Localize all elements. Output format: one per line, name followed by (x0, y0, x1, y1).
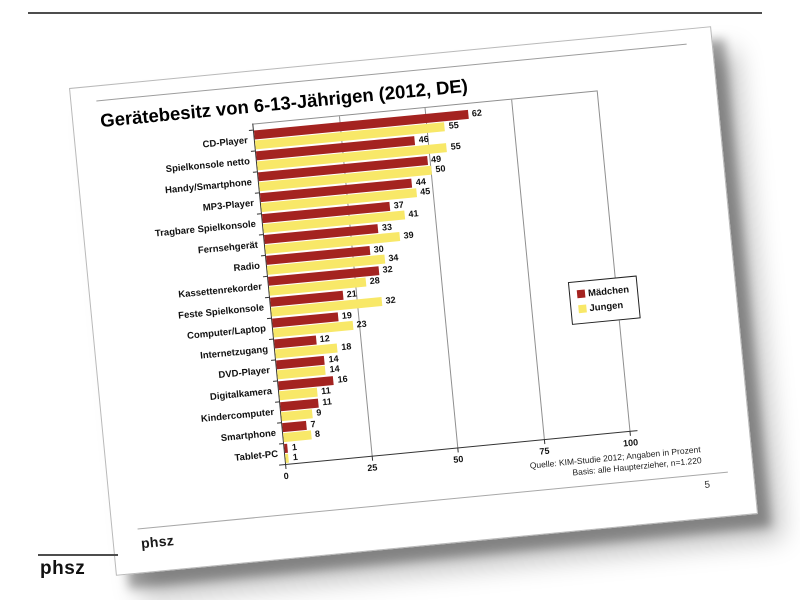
slide-page-number: 5 (703, 479, 711, 491)
bar-value: 30 (373, 243, 385, 255)
category-label: DVD-Player (217, 365, 271, 382)
bar-maedchen (284, 443, 289, 454)
page-top-rule (28, 12, 762, 14)
category-label: Feste Spielkonsole (177, 302, 265, 322)
bar-value: 45 (419, 185, 431, 197)
bar-value: 11 (321, 396, 333, 408)
bar-value: 1 (292, 451, 299, 463)
bar-value: 39 (403, 229, 415, 241)
page-bottom-rule (38, 554, 118, 556)
chart-legend: Mädchen Jungen (567, 275, 641, 325)
bar-chart: 0 25 50 75 100 CD-Player 62 55 Spielkonsole nett… (70, 27, 757, 574)
category-label: Internetzugang (199, 344, 269, 362)
category-label: Radio (233, 260, 261, 275)
bar-value: 12 (319, 333, 331, 345)
bar-value: 41 (408, 208, 419, 220)
gridline-50 (424, 107, 459, 448)
bar-value: 16 (337, 373, 348, 385)
category-label: Smartphone (220, 427, 277, 445)
bar-value: 37 (393, 199, 405, 211)
category-label: MP3-Player (202, 197, 255, 214)
x-tick-label: 0 (283, 470, 290, 482)
bar-value: 33 (381, 221, 393, 233)
bar-value: 62 (471, 107, 483, 119)
bar-value: 8 (314, 428, 321, 440)
bar-maedchen (280, 398, 319, 412)
page-brand-logo: phsz (40, 558, 86, 579)
bar-value: 50 (434, 163, 446, 175)
bar-value: 23 (356, 318, 368, 330)
bar-value: 28 (369, 275, 381, 287)
category-label: Spielkonsole netto (165, 156, 251, 176)
category-label: Digitalkamera (209, 386, 273, 403)
category-label: CD-Player (202, 135, 249, 151)
gridline-75 (510, 99, 545, 440)
bar-value: 34 (387, 252, 399, 264)
slide: Gerätebesitz von 6-13-Jährigen (2012, DE… (69, 26, 758, 576)
category-label: Kindercomputer (200, 406, 275, 425)
gridline-100 (596, 91, 631, 431)
bar-value: 46 (418, 133, 430, 145)
bar-value: 55 (450, 140, 462, 152)
category-label: Kassettenrekorder (177, 281, 263, 301)
bar-value: 55 (448, 119, 460, 131)
category-label: Tablet-PC (234, 448, 279, 464)
bar-jungen (285, 453, 290, 463)
slide-brand-logo: phsz (140, 532, 175, 552)
category-label: Fernsehgerät (197, 239, 259, 257)
bar-value: 9 (315, 407, 322, 418)
category-label: Computer/Laptop (186, 323, 267, 342)
x-tick-label: 100 (622, 437, 639, 449)
legend-swatch-jungen (578, 304, 587, 314)
bar-value: 32 (382, 263, 394, 275)
category-label: Handy/Smartphone (164, 176, 253, 197)
bar-jungen (281, 409, 313, 422)
bar-value: 14 (329, 363, 341, 375)
bar-value: 18 (340, 341, 352, 353)
x-tick-label: 50 (452, 453, 464, 465)
bar-jungen (283, 430, 312, 443)
bar-value: 21 (346, 288, 358, 300)
bar-value: 19 (341, 310, 353, 321)
x-tick-label: 25 (366, 462, 378, 474)
bar-value: 32 (385, 294, 397, 306)
legend-label-jungen: Jungen (589, 299, 624, 315)
bar-value: 11 (320, 385, 332, 397)
x-tick-label: 75 (539, 445, 550, 457)
legend-label-maedchen: Mädchen (587, 284, 630, 300)
legend-swatch-maedchen (576, 289, 586, 299)
category-label: Tragbare Spielkonsole (154, 218, 257, 240)
